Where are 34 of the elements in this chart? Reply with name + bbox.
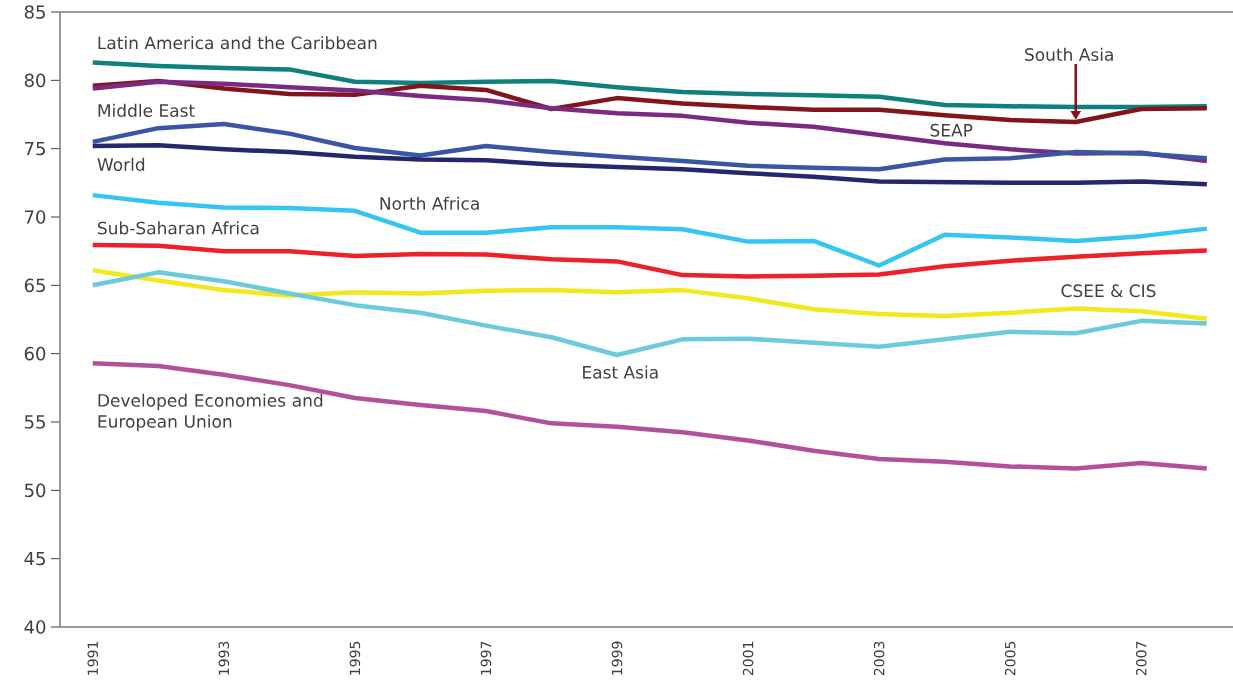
series-label: Middle East [98,103,195,117]
line-series [90,192,1210,268]
x-tick-label: 1993 [218,641,230,675]
y-tick-label: 75 [25,141,45,156]
line-series [90,242,1210,279]
series-label: World [97,157,145,171]
x-tick-label: 1999 [611,641,623,675]
y-tick-label: 80 [24,73,46,88]
series-label: East Asia [583,365,658,379]
y-tick-label: 85 [24,5,45,19]
y-tick-label: 55 [24,415,45,429]
line-series [90,121,1210,172]
series-label: Developed Economies and European Union [98,393,323,432]
y-tick-label: 50 [24,483,46,498]
y-tick-label: 45 [24,551,45,566]
x-tick-label: 2003 [873,641,885,676]
y-tick-label: 40 [24,620,46,634]
x-tick-label: 1991 [87,641,99,675]
x-tick-label: 1997 [480,641,492,675]
series-label: North Africa [380,196,479,210]
line-series [90,268,1210,322]
series-label: CSEE & CIS [1061,284,1156,298]
x-tick-label: 2005 [1004,641,1016,676]
y-tick-label: 60 [24,346,46,361]
x-tick-label: 2001 [742,641,754,676]
x-tick-label: 1995 [349,641,361,675]
series-label: Latin America and the Caribbean [98,36,377,50]
series-label: SEAP [930,123,973,137]
line-series [90,360,1210,471]
y-tick-label: 65 [24,278,45,293]
series-label: Sub-Saharan Africa [98,221,259,235]
text: South Asia [1025,47,1113,61]
x-tick-label: 2007 [1135,641,1147,676]
y-tick-label: 70 [25,210,46,224]
